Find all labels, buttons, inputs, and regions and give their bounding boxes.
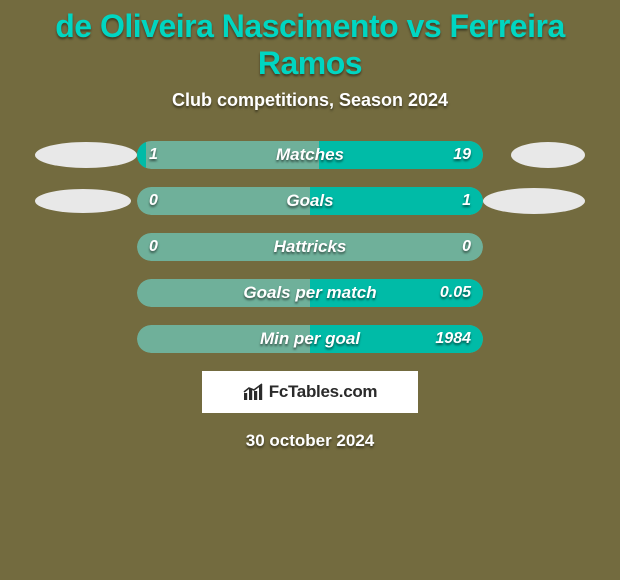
team-b-logo: [483, 188, 585, 214]
team-b-logo: [511, 142, 585, 168]
page-subtitle: Club competitions, Season 2024: [0, 90, 620, 141]
stat-rows-container: 119Matches 01Goals 00Hattricks 0.05Goals pe…: [0, 141, 620, 353]
stat-row: 119Matches: [0, 141, 620, 169]
bar-track-left: [137, 187, 310, 215]
team-a-logo: [35, 189, 131, 213]
stat-bar: 119Matches: [137, 141, 483, 169]
stat-row: 0.05Goals per match: [0, 279, 620, 307]
bar-track-left: [137, 325, 310, 353]
team-a-logo-slot: [27, 187, 137, 215]
stat-bar: 0.05Goals per match: [137, 279, 483, 307]
bar-fill-left: [137, 141, 146, 169]
stat-bar: 1984Min per goal: [137, 325, 483, 353]
bar-track-left: [137, 233, 310, 261]
stat-row: 00Hattricks: [0, 233, 620, 261]
brand-text: FcTables.com: [269, 382, 378, 402]
stat-row: 1984Min per goal: [0, 325, 620, 353]
bar-track-right: [310, 233, 483, 261]
team-b-logo-slot: [483, 141, 593, 169]
brand-chart-icon: [243, 383, 265, 401]
brand-inner: FcTables.com: [243, 382, 378, 402]
bar-track-left: [137, 279, 310, 307]
team-a-logo: [35, 142, 137, 168]
team-a-logo-slot: [27, 141, 137, 169]
stat-bar: 01Goals: [137, 187, 483, 215]
team-b-logo-slot: [483, 233, 593, 261]
footer-date: 30 october 2024: [0, 431, 620, 451]
bar-fill-right: [310, 279, 483, 307]
brand-badge: FcTables.com: [202, 371, 418, 413]
bar-fill-right: [310, 325, 483, 353]
bar-fill-right: [310, 187, 483, 215]
stat-row: 01Goals: [0, 187, 620, 215]
bar-fill-right: [319, 141, 483, 169]
page-title: de Oliveira Nascimento vs Ferreira Ramos: [0, 4, 620, 90]
team-a-logo-slot: [27, 233, 137, 261]
comparison-card: de Oliveira Nascimento vs Ferreira Ramos…: [0, 0, 620, 451]
team-b-logo-slot: [483, 279, 593, 307]
stat-bar: 00Hattricks: [137, 233, 483, 261]
team-b-logo-slot: [483, 325, 593, 353]
team-b-logo-slot: [483, 187, 593, 215]
team-a-logo-slot: [27, 279, 137, 307]
team-a-logo-slot: [27, 325, 137, 353]
bar-track-left: [137, 141, 310, 169]
